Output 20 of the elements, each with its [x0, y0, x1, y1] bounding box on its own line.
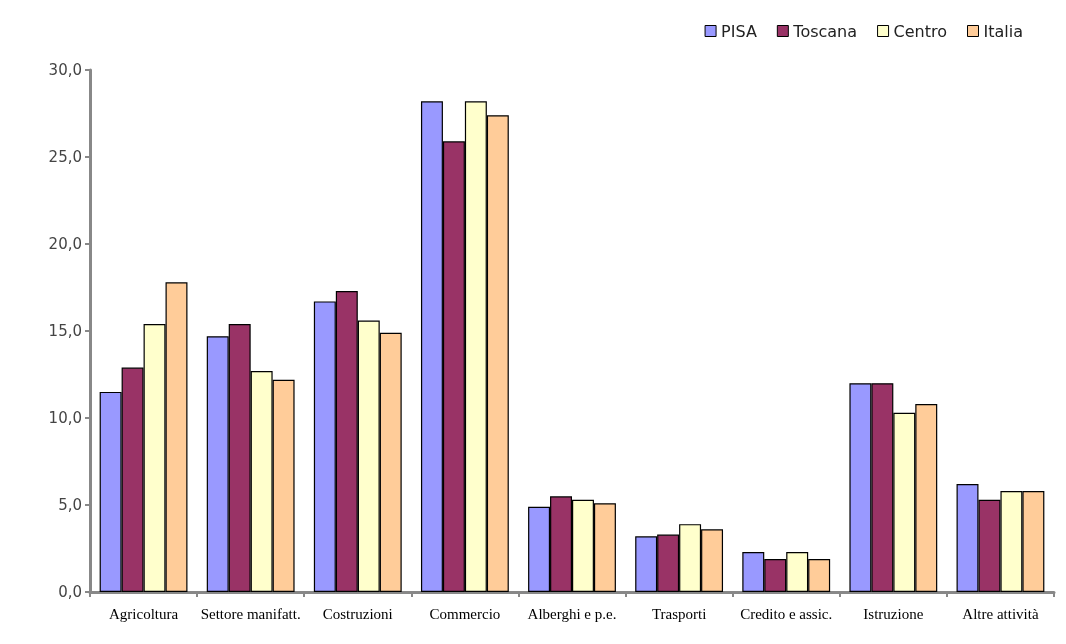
y-tick-label: 5,0: [58, 496, 82, 514]
x-tick-label: Trasporti: [651, 605, 707, 622]
x-tick-label: Commercio: [429, 605, 501, 622]
y-tick-label: 0,0: [58, 583, 82, 601]
x-tick-label: Credito e assic.: [740, 605, 833, 622]
x-tick-label: Altre attività: [962, 605, 1039, 622]
x-tick-label: Alberghi e p.e.: [527, 605, 617, 622]
x-tick-label: Istruzione: [863, 605, 924, 622]
x-tick-label: Settore manifatt.: [200, 605, 301, 622]
y-tick-label: 25,0: [48, 148, 82, 166]
legend-label: Toscana: [792, 21, 858, 41]
y-tick-label: 10,0: [48, 409, 82, 427]
y-tick-label: 20,0: [48, 235, 82, 253]
y-tick-label: 15,0: [48, 322, 82, 340]
legend-label: PISA: [721, 21, 757, 41]
legend-label: Centro: [893, 21, 948, 41]
y-tick-label: 30,0: [48, 61, 82, 79]
legend-label: Italia: [983, 21, 1024, 41]
x-tick-label: Costruzioni: [322, 605, 393, 622]
x-tick-label: Agricoltura: [108, 605, 179, 622]
